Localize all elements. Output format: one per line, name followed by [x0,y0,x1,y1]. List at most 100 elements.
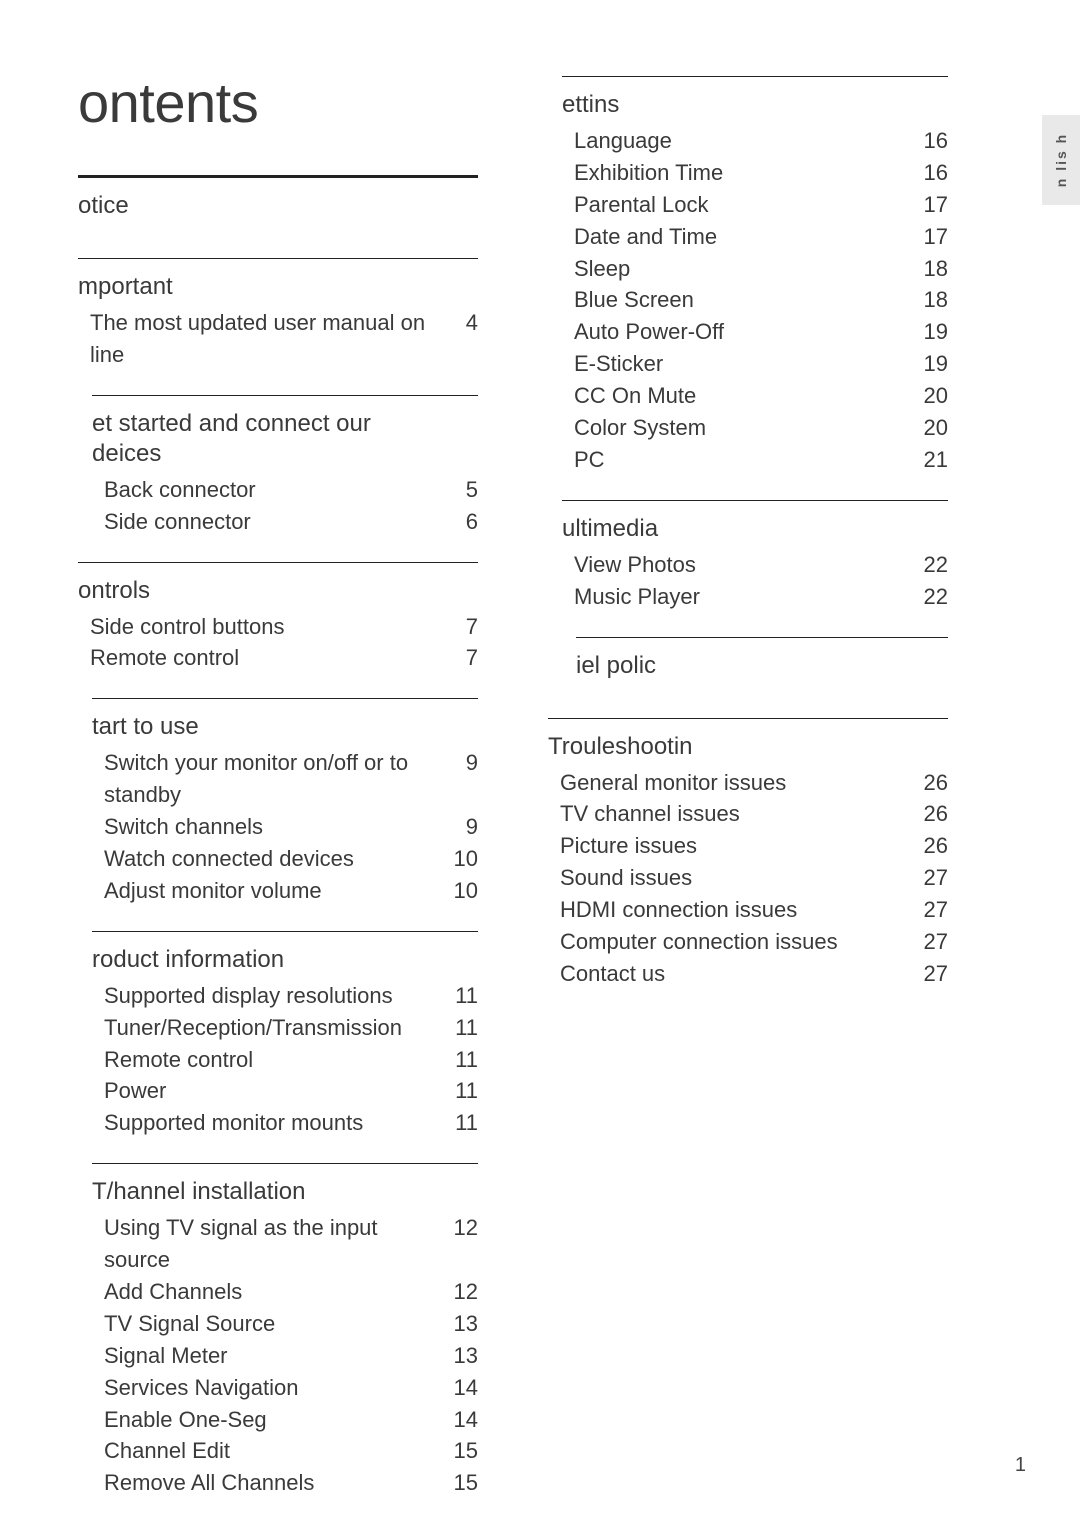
toc-page: 11 [448,1044,478,1076]
toc-label: HDMI connection issues [560,894,918,926]
toc-label: The most updated user manual on line [90,307,448,371]
section-title: et started and connect our [92,410,478,438]
toc-page: 11 [448,1075,478,1107]
toc-page: 18 [918,253,948,285]
toc-row: Services Navigation14 [92,1372,478,1404]
section-subtitle: deices [92,440,478,468]
toc-row: Color System20 [562,412,948,444]
toc-page: 26 [918,767,948,799]
toc-row: Remote control7 [78,642,478,674]
toc-row: Remove All Channels15 [92,1467,478,1499]
toc-label: CC On Mute [574,380,918,412]
toc-label: Computer connection issues [560,926,918,958]
section-title: ettins [562,91,948,119]
toc-row: Date and Time17 [562,221,948,253]
toc-label: Sleep [574,253,918,285]
toc-row: PC21 [562,444,948,476]
section-title: iel polic [576,652,948,680]
toc-label: Signal Meter [104,1340,448,1372]
toc-row: Computer connection issues27 [548,926,948,958]
toc-row: Sound issues27 [548,862,948,894]
toc-row: Adjust monitor volume10 [92,875,478,907]
section-title: roduct information [92,946,478,974]
toc-label: Sound issues [560,862,918,894]
toc-page: 11 [448,980,478,1012]
toc-page: 14 [448,1372,478,1404]
toc-label: Blue Screen [574,284,918,316]
section-title: ultimedia [562,515,948,543]
language-tab: n lis h [1042,115,1080,205]
toc-label: Remote control [90,642,448,674]
toc-page: 13 [448,1308,478,1340]
toc-page: 14 [448,1404,478,1436]
toc-row: Auto Power-Off19 [562,316,948,348]
toc-row: Add Channels12 [92,1276,478,1308]
toc-label: Music Player [574,581,918,613]
toc-row: Picture issues26 [548,830,948,862]
toc-label: Tuner/Reception/Transmission [104,1012,448,1044]
toc-label: View Photos [574,549,918,581]
toc-page: 16 [918,125,948,157]
section-title: mportant [78,273,478,301]
toc-page: 20 [918,380,948,412]
section-title: T/hannel installation [92,1178,478,1206]
toc-row: Tuner/Reception/Transmission11 [92,1012,478,1044]
toc-row: CC On Mute20 [562,380,948,412]
toc-page: 13 [448,1340,478,1372]
toc-label: Parental Lock [574,189,918,221]
toc-label: Remove All Channels [104,1467,448,1499]
columns: ontents oticemportantThe most updated us… [0,70,1080,1517]
toc-section: et started and connect ourdeicesBack con… [92,395,478,556]
toc-row: HDMI connection issues27 [548,894,948,926]
toc-row: Signal Meter13 [92,1340,478,1372]
toc-section: ultimedia View Photos22Music Player22 [562,500,948,631]
toc-row: Blue Screen18 [562,284,948,316]
toc-label: Remote control [104,1044,448,1076]
toc-row: Exhibition Time16 [562,157,948,189]
toc-section: ettinsLanguage16Exhibition Time16Parenta… [562,76,948,494]
toc-label: Picture issues [560,830,918,862]
toc-row: Remote control11 [92,1044,478,1076]
toc-row: Supported monitor mounts11 [92,1107,478,1139]
toc-row: View Photos22 [562,549,948,581]
toc-label: Watch connected devices [104,843,448,875]
toc-row: The most updated user manual on line4 [78,307,478,371]
toc-row: Channel Edit15 [92,1435,478,1467]
toc-label: Contact us [560,958,918,990]
right-column: ettinsLanguage16Exhibition Time16Parenta… [548,70,948,1517]
toc-page: 22 [918,581,948,613]
toc-page: 10 [448,843,478,875]
toc-page: 18 [918,284,948,316]
left-sections: otice mportant The most updated user manua… [78,175,478,1517]
toc-page: 26 [918,798,948,830]
language-tab-label: n lis h [1053,133,1069,187]
toc-page: 17 [918,221,948,253]
toc-page: 7 [448,642,478,674]
toc-page: 27 [918,958,948,990]
toc-row: Enable One-Seg14 [92,1404,478,1436]
section-title: otice [78,192,478,220]
toc-page: 26 [918,830,948,862]
toc-page: 19 [918,316,948,348]
page: n lis h ontents oticemportantThe most up… [0,0,1080,1527]
toc-page: 15 [448,1435,478,1467]
toc-page: 21 [918,444,948,476]
toc-row: Supported display resolutions11 [92,980,478,1012]
toc-page: 15 [448,1467,478,1499]
toc-section: roduct information Supported display reso… [92,931,478,1157]
toc-page: 27 [918,926,948,958]
toc-section: T/hannel installation Using TV signal as … [92,1163,478,1517]
left-column: ontents oticemportantThe most updated us… [78,70,478,1517]
toc-label: Date and Time [574,221,918,253]
toc-row: Using TV signal as the input source12 [92,1212,478,1276]
toc-label: Adjust monitor volume [104,875,448,907]
section-title: Trouleshootin [548,733,948,761]
toc-label: Supported monitor mounts [104,1107,448,1139]
toc-label: Services Navigation [104,1372,448,1404]
toc-page: 6 [448,506,478,538]
toc-section: ontrolsSide control buttons7Remote contr… [78,562,478,693]
toc-section: TrouleshootinGeneral monitor issues26TV … [548,718,948,1008]
toc-page: 11 [448,1012,478,1044]
toc-page: 9 [448,811,478,843]
toc-page: 5 [448,474,478,506]
